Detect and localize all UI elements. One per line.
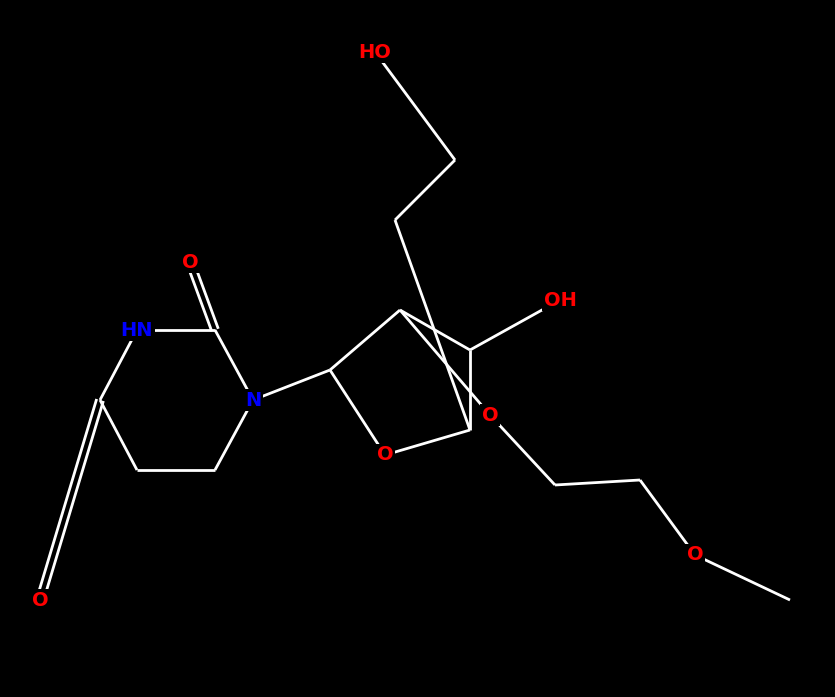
Text: O: O: [377, 445, 393, 464]
Text: O: O: [182, 252, 199, 272]
Text: O: O: [32, 590, 48, 609]
Text: N: N: [245, 390, 261, 410]
Text: OH: OH: [544, 291, 576, 309]
Text: HN: HN: [121, 321, 154, 339]
Text: O: O: [482, 406, 498, 424]
Text: O: O: [686, 546, 703, 565]
Text: HO: HO: [358, 43, 392, 61]
